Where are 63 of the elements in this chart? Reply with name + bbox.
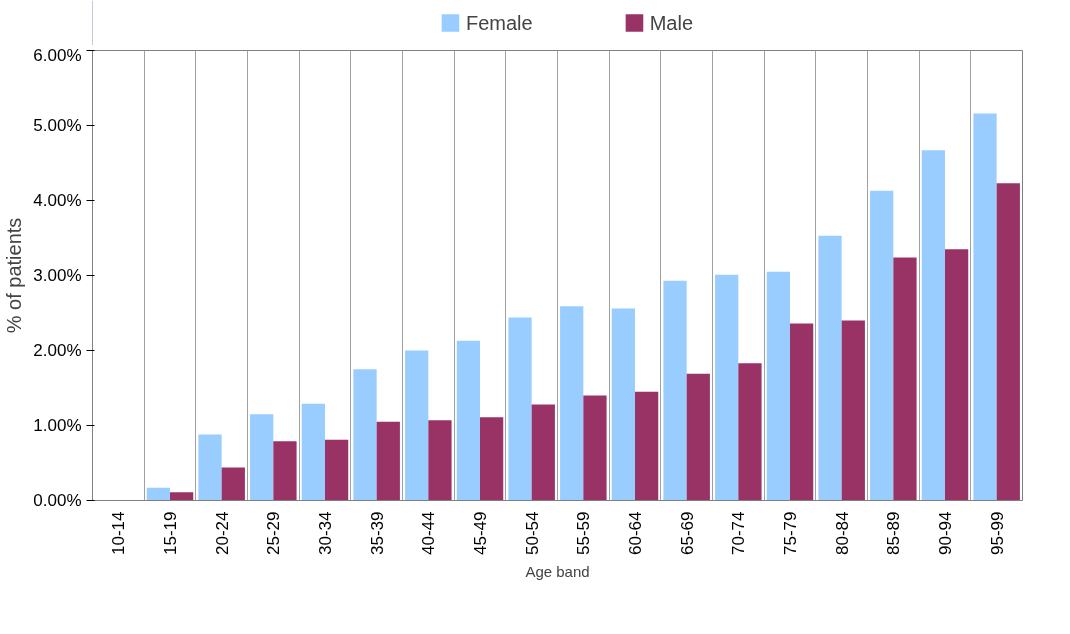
bar [480, 417, 504, 501]
bar [353, 369, 377, 501]
bar [221, 467, 245, 501]
bar [611, 308, 635, 501]
bar [738, 363, 762, 501]
x-tick-label: 75-79 [781, 511, 800, 555]
y-tick-label: 3.00% [33, 266, 82, 285]
y-tick-label: 1.00% [33, 416, 82, 435]
x-tick-label: 30-34 [316, 511, 335, 555]
bar [508, 317, 532, 501]
x-tick-label: 45-49 [471, 511, 490, 555]
bar [996, 183, 1020, 501]
bar [766, 271, 790, 501]
x-tick-label: 90-94 [936, 511, 955, 555]
x-tick-label: 10-14 [109, 511, 129, 555]
bar [945, 249, 969, 501]
x-tick-label: 50-54 [522, 511, 542, 555]
bar [560, 306, 584, 501]
y-tick-label: 6.00% [33, 45, 82, 65]
bar [663, 280, 687, 501]
x-tick-label: 70-74 [729, 511, 749, 555]
bar [841, 320, 865, 501]
x-tick-label: 40-44 [419, 511, 439, 555]
y-tick-label: 0.00% [33, 491, 82, 510]
x-axis-title: Age band [525, 562, 590, 580]
x-tick-label: 60-64 [626, 511, 645, 555]
y-tick-label: 2.00% [33, 341, 82, 360]
bar [456, 340, 480, 501]
bar [170, 492, 194, 501]
bar [301, 403, 325, 501]
x-tick-label: 25-29 [264, 511, 284, 555]
y-axis-title: % of patients [3, 217, 26, 334]
bar [405, 350, 429, 501]
x-tick-label: 20-24 [212, 511, 232, 555]
bar [325, 439, 349, 501]
x-tick-label: 35-39 [367, 511, 387, 555]
x-tick-label: 15-19 [161, 511, 180, 555]
legend-label: Male [649, 11, 694, 34]
bar [198, 434, 222, 501]
bar [686, 373, 710, 501]
bar [583, 395, 607, 501]
y-tick-label: 5.00% [33, 116, 82, 135]
bar [818, 235, 842, 501]
bar [531, 404, 555, 501]
x-tick-label: 85-89 [884, 511, 904, 555]
x-tick-label: 55-59 [574, 511, 594, 555]
bar [428, 420, 452, 501]
bar [921, 150, 945, 501]
x-tick-label: 95-99 [987, 511, 1007, 555]
y-tick-label: 4.00% [33, 191, 82, 210]
bar [893, 257, 917, 501]
bar [273, 441, 297, 501]
bar [790, 323, 814, 501]
bar [870, 190, 894, 501]
bar [973, 113, 997, 501]
bar [715, 274, 739, 501]
legend-label: Female [465, 11, 533, 34]
x-tick-label: 80-84 [832, 511, 852, 555]
bar [376, 421, 400, 501]
bar [250, 414, 274, 501]
bar [146, 487, 170, 501]
bar [635, 391, 659, 501]
x-tick-label: 65-69 [677, 511, 697, 555]
